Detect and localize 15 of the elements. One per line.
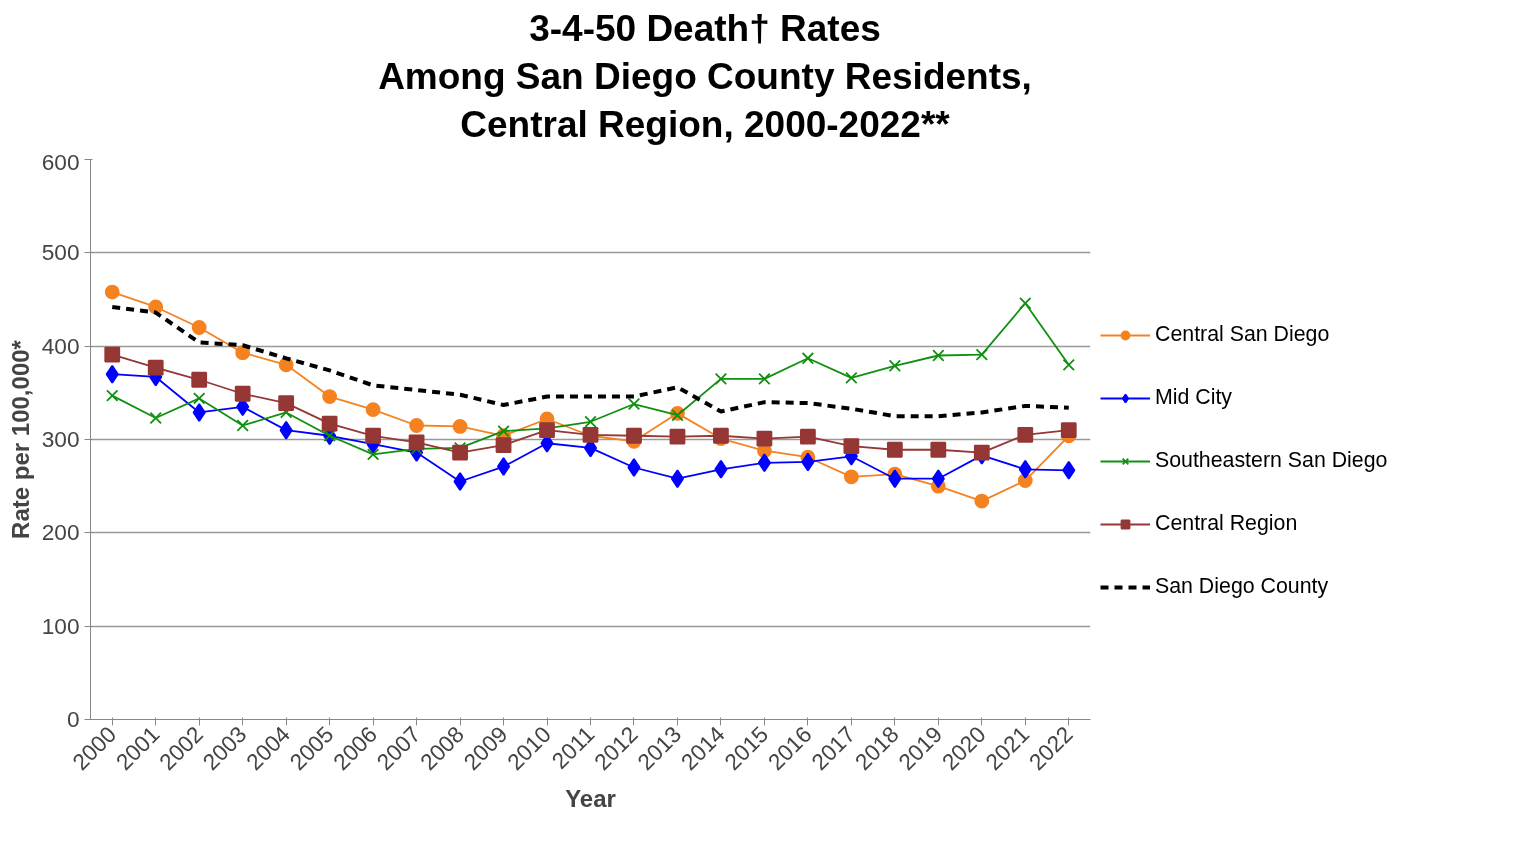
legend-label: Mid City — [1155, 385, 1233, 411]
y-tick-label: 400 — [41, 332, 80, 359]
legend-label: Central San Diego — [1155, 322, 1330, 348]
y-tick-label: 300 — [41, 426, 80, 453]
y-tick-label: 100 — [41, 612, 80, 639]
y-tick-label: 200 — [41, 519, 80, 546]
y-axis-title: Rate per 100,000* — [6, 339, 34, 540]
legend-label: Southeastern San Diego — [1155, 448, 1388, 474]
legend-label: San Diego County — [1155, 574, 1329, 600]
chart-title: 3-4-50 Death† Rates Among San Diego County Residents, Central Region, 2000-2022** — [378, 7, 1032, 148]
legend-label: Central Region — [1155, 511, 1298, 537]
y-tick-label: 500 — [41, 239, 80, 266]
y-tick-label: 0 — [66, 706, 80, 733]
x-axis-title: Year — [565, 785, 616, 813]
y-tick-label: 600 — [41, 148, 80, 175]
